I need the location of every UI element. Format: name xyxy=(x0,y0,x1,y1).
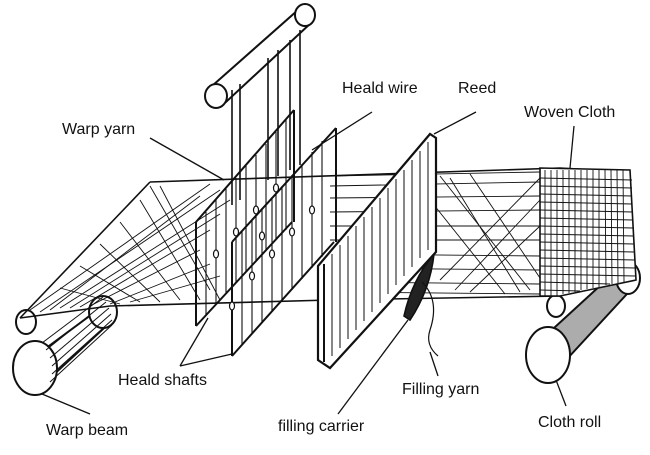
leader-lines xyxy=(41,111,575,415)
warp-beam xyxy=(12,295,118,396)
label-filling-carrier: filling carrier xyxy=(278,418,365,435)
label-heald-shafts: Heald shafts xyxy=(118,372,207,389)
reed xyxy=(316,132,438,370)
label-heald-wire: Heald wire xyxy=(342,80,418,97)
filling-carrier xyxy=(403,251,439,357)
label-woven-cloth: Woven Cloth xyxy=(524,104,616,121)
heald-shafts xyxy=(195,109,337,357)
heald-top-bar xyxy=(204,3,316,205)
label-filling-yarn: Filling yarn xyxy=(402,381,480,398)
cloth-roll xyxy=(525,261,641,384)
label-cloth-roll: Cloth roll xyxy=(538,414,602,431)
label-warp-yarn: Warp yarn xyxy=(62,121,136,138)
label-reed: Reed xyxy=(458,80,497,97)
woven-cloth xyxy=(539,167,637,297)
label-warp-beam: Warp beam xyxy=(46,422,129,439)
